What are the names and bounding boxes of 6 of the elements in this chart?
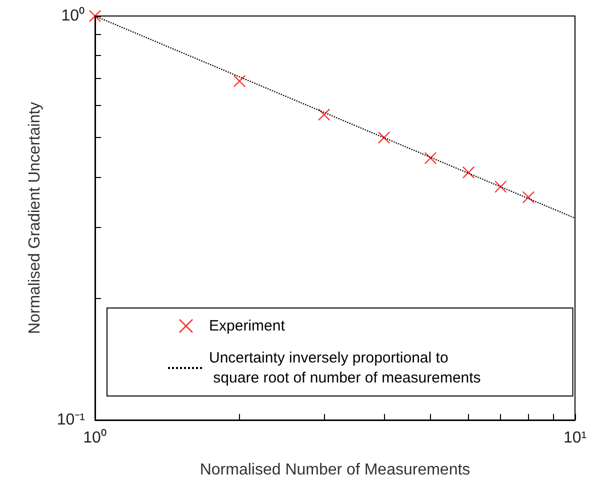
y-tick-label: 10⁻¹ <box>56 412 85 428</box>
y-axis-title: Normalised Gradient Uncertainty <box>26 102 44 334</box>
legend-label: Uncertainty inversely proportional to square root of number of measurements <box>209 350 481 386</box>
x-axis-title: Normalised Number of Measurements <box>200 462 470 478</box>
x-tick-label: 10¹ <box>563 430 587 446</box>
legend-label: Experiment <box>209 318 286 334</box>
